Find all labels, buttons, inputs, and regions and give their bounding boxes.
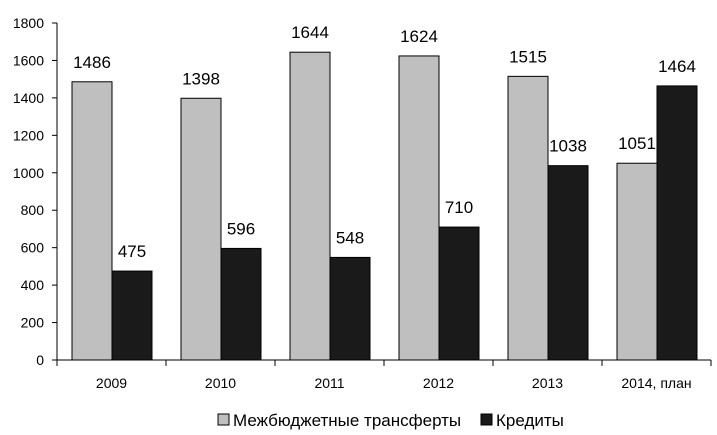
y-tick-label-4: 800 [21,202,45,218]
bar-series-0-1 [180,97,222,361]
y-tick-label-9: 1800 [13,15,44,31]
legend-swatch-series-1 [480,413,493,426]
y-tick-label-1: 200 [21,315,45,331]
data-label-series-0-0: 1486 [73,53,111,72]
y-tick-label-6: 1200 [13,127,44,143]
y-tick-label-0: 0 [36,352,44,368]
data-label-series-1-0: 475 [118,242,146,261]
legend: Межбюджетные трансферты Кредиты [217,411,564,430]
x-category-label-3: 2012 [423,375,454,391]
data-label-series-0-1: 1398 [182,69,220,88]
data-label-series-0-5: 1051 [618,134,656,153]
x-category-label-1: 2010 [205,375,236,391]
x-category-label-0: 2009 [96,375,127,391]
bar-series-0-4 [507,75,549,361]
data-label-series-1-4: 1038 [549,137,587,156]
axes-layer: 0 200 400 600 800 1000 1200 1400 1600 1800 2009 201… [13,15,712,391]
bar-series-1-4 [547,165,589,361]
y-tick-label-8: 1600 [13,52,44,68]
x-category-label-4: 2013 [532,375,563,391]
bar-series-0-0 [71,81,113,361]
y-tick-label-7: 1400 [13,90,44,106]
data-label-series-1-3: 710 [445,198,473,217]
x-category-label-2: 2011 [314,375,344,391]
data-label-series-0-3: 1624 [400,27,438,46]
data-label-series-0-2: 1644 [291,23,329,42]
data-label-series-1-5: 1464 [658,57,696,76]
bar-series-1-5 [656,85,698,361]
bars-layer [71,51,698,361]
data-label-series-1-2: 548 [336,228,364,247]
bar-series-1-1 [220,247,262,361]
bar-series-0-5 [616,162,658,361]
bar-series-1-3 [438,226,480,361]
legend-swatch-series-0 [217,413,230,426]
legend-label-series-0: Межбюджетные трансферты [233,411,461,430]
bar-series-1-2 [329,256,371,361]
bar-series-0-3 [398,55,440,361]
data-labels-layer: 1486 1398 1644 1624 1515 1051 475 596 548 710 1038… [73,23,696,261]
data-label-series-1-1: 596 [227,219,255,238]
x-category-label-5: 2014, план [621,375,691,391]
bar-series-1-0 [111,270,153,361]
legend-label-series-1: Кредиты [496,411,564,430]
y-tick-label-5: 1000 [13,165,44,181]
data-label-series-0-4: 1515 [509,47,547,66]
y-tick-label-3: 600 [21,240,45,256]
bar-series-0-2 [289,51,331,361]
y-tick-label-2: 400 [21,277,45,293]
